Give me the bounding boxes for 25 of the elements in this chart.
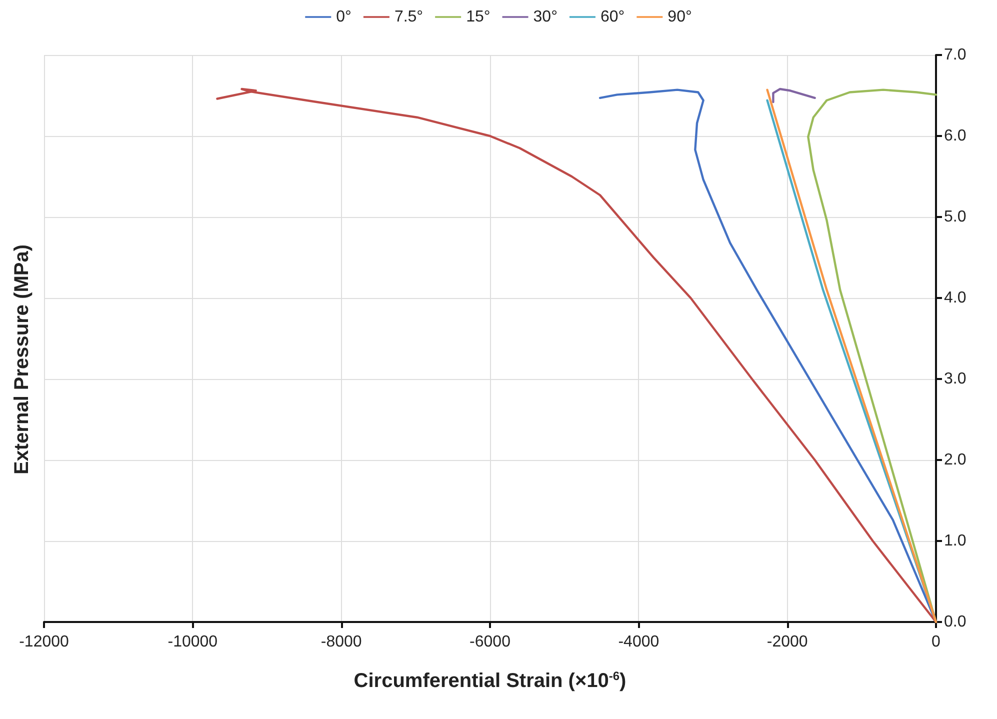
- y-tick-label: 4.0: [944, 290, 966, 306]
- y-tick-label: 0.0: [944, 614, 966, 630]
- x-tick-label: -8000: [320, 634, 362, 650]
- legend-label: 0°: [336, 8, 352, 26]
- line-series: [807, 88, 938, 624]
- line-series: [216, 88, 938, 624]
- x-tick-label: -4000: [618, 634, 660, 650]
- y-tick-label: 7.0: [944, 46, 966, 64]
- x-tick-label: -6000: [470, 634, 511, 650]
- x-tick-label: -2000: [766, 634, 808, 650]
- legend-label: 90°: [668, 8, 692, 26]
- x-tick-label: -10000: [168, 634, 218, 650]
- x-tick-label: -12000: [19, 634, 70, 650]
- legend-label: 30°: [533, 8, 558, 26]
- legend-label: 60°: [600, 8, 625, 26]
- y-tick-label: 1.0: [944, 532, 966, 550]
- y-tick-label: 6.0: [944, 128, 966, 144]
- legend-label: 15°: [466, 8, 490, 26]
- y-axis-title: External Pressure (MPa): [11, 244, 33, 475]
- y-tick-label: 5.0: [944, 208, 966, 226]
- x-tick-label: 0: [932, 634, 941, 650]
- legend-label: 7.5°: [394, 8, 424, 26]
- y-tick-label: 2.0: [944, 452, 966, 468]
- line-series: [772, 88, 816, 104]
- y-tick-label: 3.0: [944, 370, 966, 388]
